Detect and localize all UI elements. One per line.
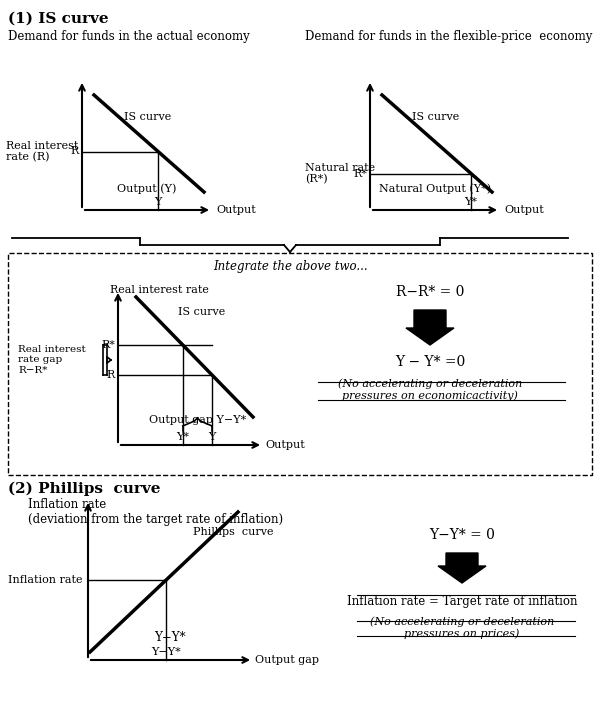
Text: Real interest
rate gap
R−R*: Real interest rate gap R−R* [18,345,86,375]
Text: Inflation rate = Target rate of inflation: Inflation rate = Target rate of inflatio… [347,596,577,608]
Text: Y−Y*: Y−Y* [154,631,186,644]
Text: Natural rate
(R*): Natural rate (R*) [305,162,375,184]
Text: Phillips  curve: Phillips curve [193,527,274,537]
Text: IS curve: IS curve [178,307,225,317]
Text: Y*: Y* [176,432,190,442]
Text: R: R [107,370,115,380]
Text: Demand for funds in the flexible-price  economy: Demand for funds in the flexible-price e… [305,30,592,43]
Text: (No accelerating or deceleration
pressures on prices): (No accelerating or deceleration pressur… [370,617,554,640]
Polygon shape [406,310,454,345]
Text: Real interest
rate (R): Real interest rate (R) [6,140,79,162]
Text: R: R [71,147,79,157]
Text: R−R* = 0: R−R* = 0 [396,285,464,299]
Text: (1) IS curve: (1) IS curve [8,12,109,26]
Text: Natural Output (Y*): Natural Output (Y*) [379,184,491,194]
Text: Y − Y* =0: Y − Y* =0 [395,355,465,369]
Text: Y−Y* = 0: Y−Y* = 0 [429,528,495,542]
Text: Demand for funds in the actual economy: Demand for funds in the actual economy [8,30,250,43]
Text: (No accelerating or deceleration
pressures on economicactivity): (No accelerating or deceleration pressur… [338,379,522,401]
Text: Y: Y [208,432,216,442]
Text: Output (Y): Output (Y) [118,184,176,194]
Text: Output gap: Output gap [255,655,319,665]
Text: Output: Output [216,205,256,215]
Text: R*: R* [353,169,367,179]
Text: Inflation rate
(deviation from the target rate of inflation): Inflation rate (deviation from the targe… [28,498,283,526]
Text: Real interest rate: Real interest rate [110,285,209,295]
Text: (2) Phillips  curve: (2) Phillips curve [8,482,161,496]
Text: Output: Output [504,205,544,215]
Text: Integrate the above two...: Integrate the above two... [212,260,367,273]
Text: Inflation rate: Inflation rate [7,575,82,585]
Text: Output: Output [265,440,305,450]
Text: IS curve: IS curve [124,112,171,122]
Text: Y: Y [154,197,162,207]
Text: IS curve: IS curve [412,112,459,122]
Text: R*: R* [101,340,115,350]
Text: Output gap Y−Y*: Output gap Y−Y* [149,415,246,425]
Text: Y−Y*: Y−Y* [151,647,181,657]
Polygon shape [438,553,486,583]
Text: Y*: Y* [464,197,478,207]
